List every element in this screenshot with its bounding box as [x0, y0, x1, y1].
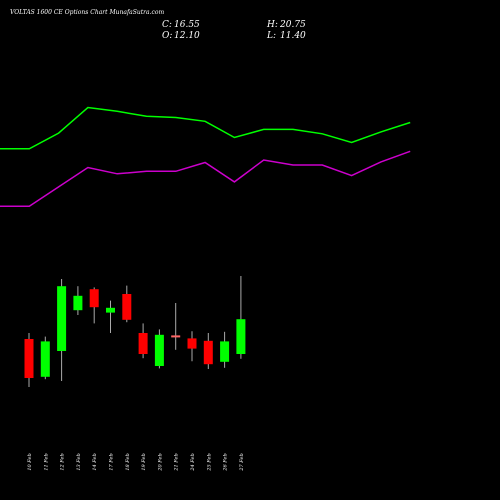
- candle-body: [73, 295, 83, 311]
- candle-body: [40, 341, 50, 377]
- x-tick-label: 14 Feb: [92, 453, 98, 470]
- candles-group: [24, 276, 246, 387]
- low-label: L:: [266, 31, 276, 41]
- high-value: 20.75: [279, 20, 306, 30]
- candle-body: [106, 307, 115, 313]
- x-tick-label: 20 Feb: [157, 453, 163, 471]
- close-value: 16.55: [174, 20, 200, 30]
- candle-body: [24, 339, 34, 378]
- candle-body: [138, 333, 148, 354]
- x-tick-label: 12 Feb: [60, 453, 66, 470]
- close-label: C:: [162, 20, 172, 30]
- candle-body: [122, 294, 132, 320]
- open-value: 12.10: [174, 31, 200, 41]
- x-tick-label: 25 Feb: [206, 453, 212, 471]
- open-label: O:: [162, 31, 172, 41]
- candle-body: [154, 334, 164, 366]
- candle-body: [89, 289, 99, 308]
- x-tick-label: 10 Feb: [27, 453, 33, 470]
- x-tick-label: 24 Feb: [190, 453, 196, 471]
- candle-body: [57, 286, 67, 351]
- x-axis-tick-labels: 10 Feb 11 Feb 12 Feb 13 Feb 14 Feb 17 Feb 18 F…: [27, 453, 245, 471]
- magenta-indicator-line: [0, 150, 411, 208]
- x-tick-label: 13 Feb: [76, 453, 82, 470]
- x-tick-label: 26 Feb: [223, 453, 229, 471]
- low-value: 11.40: [280, 31, 306, 41]
- green-indicator-line: [0, 106, 411, 150]
- x-tick-label: 19 Feb: [141, 453, 147, 470]
- x-tick-label: 17 Feb: [109, 453, 115, 470]
- x-tick-label: 21 Feb: [174, 453, 180, 471]
- x-tick-label: 27 Feb: [239, 453, 245, 471]
- x-tick-label: 11 Feb: [43, 453, 49, 470]
- chart-title: VOLTAS 1600 CE Options Chart MunafaSutra…: [10, 9, 164, 16]
- x-tick-label: 18 Feb: [125, 453, 131, 470]
- high-label: H:: [266, 20, 278, 30]
- candle-body: [220, 341, 230, 362]
- candle-body: [203, 340, 213, 365]
- candle-body: [171, 335, 181, 338]
- candle-body: [236, 319, 246, 354]
- candle-body: [187, 338, 197, 349]
